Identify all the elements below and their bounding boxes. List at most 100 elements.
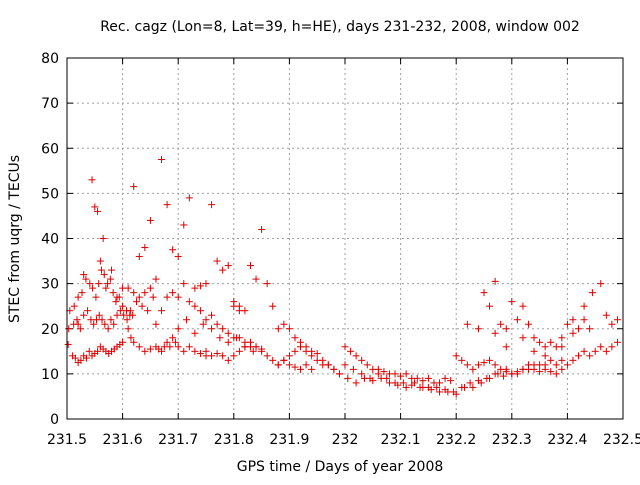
data-point <box>141 244 149 252</box>
data-point <box>129 311 137 319</box>
data-point <box>191 347 199 355</box>
data-point <box>78 289 86 297</box>
data-point <box>608 343 616 351</box>
data-point <box>452 390 460 398</box>
data-point <box>199 320 207 328</box>
x-tick-label: 232.5 <box>603 432 640 448</box>
data-point <box>152 320 160 328</box>
data-point <box>233 334 241 342</box>
data-point <box>285 361 293 369</box>
data-point <box>319 356 327 364</box>
data-point <box>341 343 349 351</box>
data-point <box>480 289 488 297</box>
data-point <box>169 334 177 342</box>
data-point <box>519 302 527 310</box>
data-point <box>180 280 188 288</box>
data-point <box>130 289 138 297</box>
x-axis-label: GPS time / Days of year 2008 <box>237 459 444 475</box>
data-point <box>552 361 560 369</box>
data-point <box>302 361 310 369</box>
data-point <box>169 289 177 297</box>
data-point <box>291 334 299 342</box>
data-point <box>71 354 79 362</box>
data-point <box>109 289 117 297</box>
data-point <box>191 284 199 292</box>
data-point <box>486 302 494 310</box>
data-point <box>196 350 204 358</box>
data-point <box>141 347 149 355</box>
data-point <box>394 381 402 389</box>
data-point <box>106 275 114 283</box>
data-point <box>377 374 385 382</box>
data-point <box>613 316 621 324</box>
data-point <box>213 350 221 358</box>
data-point <box>558 343 566 351</box>
data-point <box>569 316 577 324</box>
data-point <box>463 320 471 328</box>
data-point <box>224 262 232 270</box>
data-point <box>100 271 108 279</box>
plot-area-border <box>66 57 624 420</box>
data-point <box>84 307 92 315</box>
data-point <box>269 356 277 364</box>
data-point <box>152 275 160 283</box>
data-point <box>133 298 140 306</box>
data-point <box>285 325 293 333</box>
data-point <box>497 320 505 328</box>
data-point <box>89 284 97 292</box>
data-point <box>249 347 257 355</box>
y-tick-label: 80 <box>41 51 59 67</box>
data-point <box>474 325 482 333</box>
x-tick-label: 231.8 <box>214 432 254 448</box>
data-point <box>308 365 316 373</box>
data-point <box>469 365 477 373</box>
data-point <box>246 338 254 346</box>
data-point <box>330 365 338 373</box>
data-point <box>513 316 521 324</box>
data-point <box>427 386 435 394</box>
data-point <box>360 374 368 382</box>
x-tick-label: 232.2 <box>436 432 476 448</box>
data-point <box>158 156 166 164</box>
data-point <box>458 356 466 364</box>
data-point <box>558 365 566 373</box>
data-point <box>541 361 549 369</box>
data-point <box>530 365 538 373</box>
data-point <box>480 359 488 367</box>
data-point <box>146 284 154 292</box>
data-point <box>202 280 210 288</box>
data-point <box>461 383 469 391</box>
data-point <box>494 370 502 378</box>
y-tick-label: 40 <box>41 232 59 248</box>
data-point <box>519 334 527 342</box>
data-point <box>380 368 388 376</box>
data-point <box>436 379 444 387</box>
data-point <box>120 311 128 319</box>
data-point <box>191 302 199 310</box>
data-point <box>85 347 93 355</box>
data-point <box>113 293 121 301</box>
data-point <box>185 194 193 202</box>
data-point <box>502 325 510 333</box>
x-tick-label: 231.9 <box>269 432 309 448</box>
data-point <box>285 352 293 360</box>
data-point <box>127 334 135 342</box>
data-point <box>547 356 555 364</box>
data-point <box>491 277 499 285</box>
data-point <box>94 347 102 355</box>
data-point <box>352 379 360 387</box>
data-point <box>313 350 321 358</box>
data-point <box>411 379 418 387</box>
data-point <box>158 347 166 355</box>
data-point <box>477 379 485 387</box>
data-point <box>183 316 191 324</box>
y-tick-label: 50 <box>41 186 59 202</box>
data-point <box>98 316 106 324</box>
data-point <box>602 311 610 319</box>
x-tick-label: 231.6 <box>103 432 143 448</box>
data-point <box>213 257 221 265</box>
data-point <box>202 347 210 355</box>
data-point <box>213 320 221 328</box>
data-point <box>580 347 588 355</box>
data-point <box>163 338 171 346</box>
